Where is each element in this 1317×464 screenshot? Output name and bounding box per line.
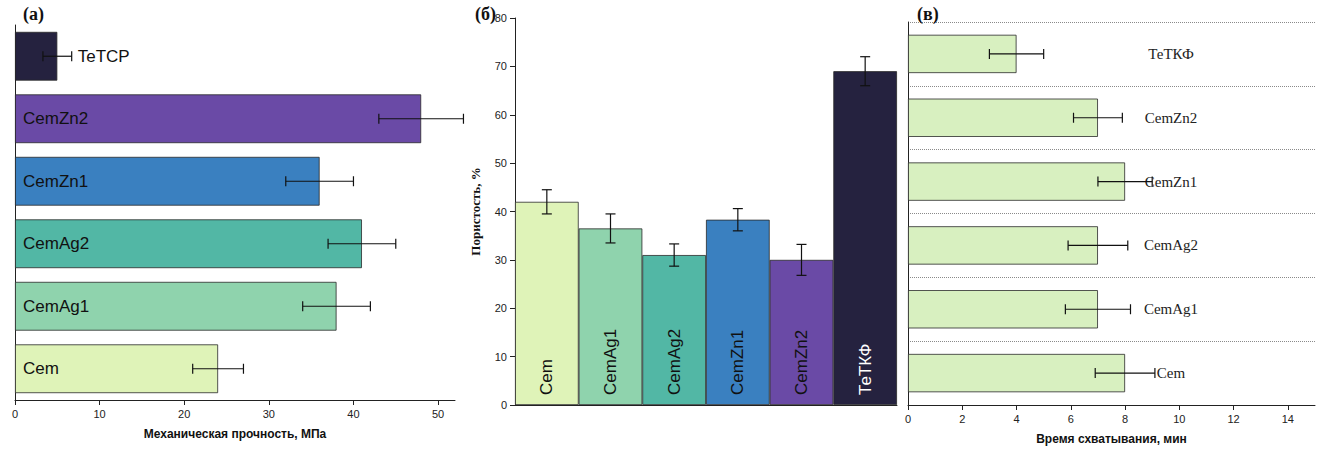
svg-text:(в): (в) (917, 4, 939, 25)
svg-text:(a): (a) (23, 4, 44, 25)
svg-text:CemAg1: CemAg1 (23, 297, 89, 316)
svg-text:(б): (б) (475, 4, 496, 25)
svg-text:4: 4 (1013, 413, 1019, 425)
svg-text:Время схватывания, мин: Время схватывания, мин (1036, 432, 1187, 446)
svg-text:0: 0 (501, 399, 507, 411)
svg-text:50: 50 (432, 408, 444, 420)
svg-text:20: 20 (495, 302, 507, 314)
svg-text:CemZn1: CemZn1 (23, 172, 88, 191)
svg-text:CemAg2: CemAg2 (665, 329, 684, 395)
svg-text:12: 12 (1227, 413, 1239, 425)
svg-text:0: 0 (905, 413, 911, 425)
svg-text:6: 6 (1068, 413, 1074, 425)
svg-text:Cem: Cem (1157, 365, 1186, 381)
svg-text:10: 10 (93, 408, 105, 420)
svg-text:30: 30 (263, 408, 275, 420)
svg-text:70: 70 (495, 60, 507, 72)
svg-text:CemZn1: CemZn1 (728, 330, 747, 395)
svg-text:10: 10 (1173, 413, 1185, 425)
svg-text:CemZn2: CemZn2 (23, 109, 88, 128)
svg-text:CemAg2: CemAg2 (23, 234, 89, 253)
svg-text:10: 10 (495, 351, 507, 363)
svg-text:ТеТКФ: ТеТКФ (856, 343, 875, 395)
svg-text:Cem: Cem (23, 359, 59, 378)
svg-text:CemZn1: CemZn1 (1145, 174, 1198, 190)
svg-text:2: 2 (959, 413, 965, 425)
svg-text:20: 20 (178, 408, 190, 420)
svg-text:60: 60 (495, 109, 507, 121)
svg-text:40: 40 (495, 206, 507, 218)
svg-text:TeTCP: TeTCP (78, 47, 130, 66)
svg-text:80: 80 (495, 12, 507, 24)
svg-text:Пористость, %: Пористость, % (468, 167, 483, 255)
svg-text:40: 40 (347, 408, 359, 420)
svg-text:CemAg2: CemAg2 (1144, 237, 1198, 253)
svg-text:30: 30 (495, 254, 507, 266)
svg-text:8: 8 (1122, 413, 1128, 425)
svg-text:0: 0 (12, 408, 18, 420)
svg-text:CemAg1: CemAg1 (601, 329, 620, 395)
svg-text:CemAg1: CemAg1 (1144, 301, 1198, 317)
svg-text:Механическая прочность, МПа: Механическая прочность, МПа (144, 427, 327, 441)
svg-text:14: 14 (1282, 413, 1294, 425)
svg-text:ТеТКФ: ТеТКФ (1148, 46, 1194, 62)
svg-text:Cem: Cem (537, 359, 556, 395)
svg-text:CemZn2: CemZn2 (1145, 110, 1198, 126)
svg-text:CemZn2: CemZn2 (792, 330, 811, 395)
svg-text:50: 50 (495, 157, 507, 169)
